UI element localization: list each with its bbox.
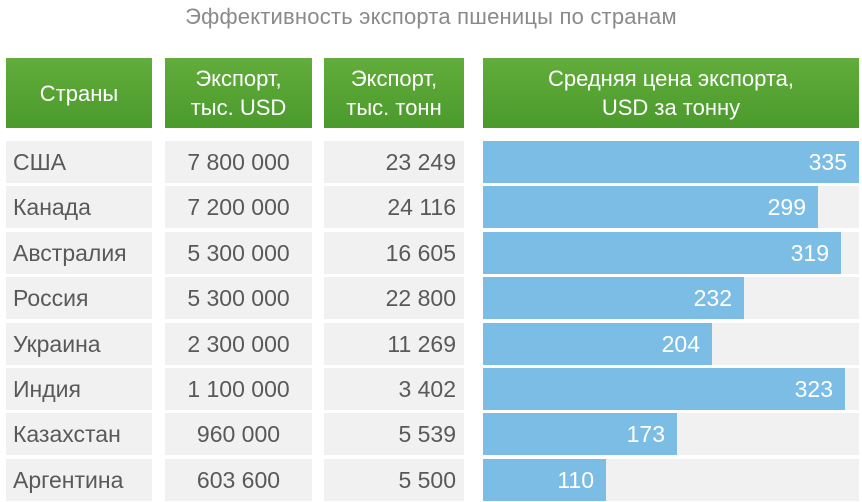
header-avg-price: Средняя цена экспорта, USD за тонну [483,58,859,128]
export-usd-cell: 5 300 000 [165,277,312,319]
price-value-label: 319 [790,240,829,266]
price-bar [483,459,606,501]
price-bar [483,141,859,183]
header-export-usd-line-2: тыс. USD [190,95,287,120]
header-export-tons-line-2: тыс. тонн [346,95,442,120]
header-export-usd: Экспорт, тыс. USD [165,58,312,128]
table-row: Индия 1 100 000 3 402 323 [0,368,862,410]
table-row: США 7 800 000 23 249 335 [0,141,862,183]
country-cell: США [6,141,152,183]
table-row: Австралия 5 300 000 16 605 319 [0,232,862,274]
export-tons-cell: 5 539 [324,413,464,455]
export-usd-cell: 7 800 000 [165,141,312,183]
header-avg-price-line-2: USD за тонну [601,95,741,120]
export-tons-cell: 11 269 [324,323,464,365]
export-tons-cell: 22 800 [324,277,464,319]
export-usd-cell: 7 200 000 [165,186,312,228]
country-cell: Аргентина [6,459,152,501]
export-usd-cell: 960 000 [165,413,312,455]
price-value-label: 323 [794,376,833,402]
export-tons-cell: 16 605 [324,232,464,274]
export-usd-cell: 603 600 [165,459,312,501]
header-country-line-1: Страны [39,80,119,106]
country-cell: Украина [6,323,152,365]
country-cell: Индия [6,368,152,410]
country-cell: Австралия [6,232,152,274]
table-row: Казахстан 960 000 5 539 173 [0,413,862,455]
price-bar [483,368,845,410]
price-value-label: 110 [557,467,594,493]
header-export-usd-line-1: Экспорт, [195,66,282,91]
table-row: Канада 7 200 000 24 116 299 [0,186,862,228]
header-export-tons: Экспорт, тыс. тонн [324,58,464,128]
header-country: Страны [6,58,152,128]
chart-title: Эффективность экспорта пшеницы по страна… [185,4,677,29]
export-tons-cell: 3 402 [324,368,464,410]
table-row: Украина 2 300 000 11 269 204 [0,323,862,365]
export-tons-cell: 23 249 [324,141,464,183]
export-tons-cell: 5 500 [324,459,464,501]
price-value-label: 335 [808,149,847,175]
export-usd-cell: 1 100 000 [165,368,312,410]
price-value-label: 232 [693,285,732,311]
country-cell: Россия [6,277,152,319]
country-cell: Канада [6,186,152,228]
price-value-label: 204 [661,331,700,357]
export-usd-cell: 2 300 000 [165,323,312,365]
price-value-label: 299 [767,194,806,220]
header-avg-price-line-1: Средняя цена экспорта, [547,66,795,91]
price-bar [483,323,712,365]
country-cell: Казахстан [6,413,152,455]
price-bar [483,232,841,274]
table-row: Россия 5 300 000 22 800 232 [0,277,862,319]
export-usd-cell: 5 300 000 [165,232,312,274]
price-bar [483,186,818,228]
table-row: Аргентина 603 600 5 500 110 [0,459,862,501]
export-tons-cell: 24 116 [324,186,464,228]
header-export-tons-line-1: Экспорт, [350,66,438,91]
price-bar [483,277,744,319]
price-bar [483,413,677,455]
price-value-label: 173 [626,421,665,447]
